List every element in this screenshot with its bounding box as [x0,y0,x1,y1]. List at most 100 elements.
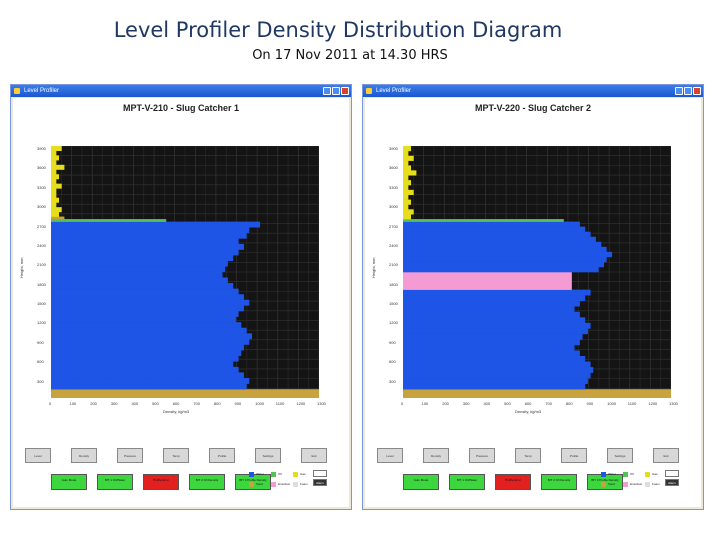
profile-error-button[interactable]: Profile Error [495,474,531,490]
exit-button[interactable]: Exit [653,448,679,463]
density-bar-gas [51,146,62,152]
density-bar-water [51,243,244,250]
legend-swatch-foam [645,482,650,487]
legend-label-water: Water [608,472,616,476]
density-bar-gas [51,188,57,194]
status-button-row: Auto Mode BIT 1 Oil/Water Profile Error … [373,474,703,492]
legend: Water Oil Gas Sand Emulsion Foam Alarm [249,470,329,496]
maximize-button[interactable] [332,87,340,95]
density-bar-water [403,256,607,263]
app-icon [14,88,20,94]
level-button[interactable]: Level [25,448,51,463]
x-tick-label: 600 [172,401,180,406]
density-bar-water [403,333,583,340]
density-button[interactable]: Density [423,448,449,463]
minimize-button[interactable] [675,87,683,95]
profile-button[interactable]: Profile [561,448,587,463]
x-tick-label: 1100 [275,401,285,406]
bit2-button[interactable]: BIT 2 Oil Density [189,474,225,490]
close-button[interactable] [341,87,349,95]
alarm-box[interactable]: Alarm [665,479,679,486]
profiler-panel: MPT-V-220 - Slug Catcher 2 Height, mm 39… [365,98,701,507]
y-tick-label: 1500 [37,301,46,307]
density-bar-water [403,328,588,335]
density-bar-gas [51,155,60,161]
y-tick-label: 1800 [37,281,46,287]
exit-button[interactable]: Exit [301,448,327,463]
maximize-button[interactable] [684,87,692,95]
bit1-button[interactable]: BIT 1 Oil/Water [449,474,485,490]
window-title-bar[interactable]: Level Profiler [363,85,703,97]
density-bar-water [51,338,250,345]
density-bar-gas [403,160,409,166]
density-button[interactable]: Density [71,448,97,463]
density-bar-water [403,322,591,329]
y-tick-label: 300 [389,378,396,384]
temp-button[interactable]: Temp [163,448,189,463]
y-tick-label: 2400 [37,242,46,248]
density-bar-water [51,366,239,373]
density-bar-water [51,383,247,390]
density-profile-svg [403,146,671,398]
x-tick-label: 200 [442,401,449,406]
density-band-sand [403,389,671,398]
pressure-button[interactable]: Pressure [469,448,495,463]
density-bar-water [51,361,234,368]
legend-label-foam: Foam [300,482,308,486]
indicator-box[interactable] [313,470,327,477]
temp-button[interactable]: Temp [515,448,541,463]
bit1-button[interactable]: BIT 1 Oil/Water [97,474,133,490]
settings-button[interactable]: Settings [255,448,281,463]
density-bar-water [51,288,239,295]
app-icon [366,88,372,94]
density-profile-svg [51,146,319,398]
density-bar-water [403,383,586,390]
density-bar-water [51,350,242,356]
x-tick-label: 0 [401,401,404,406]
close-button[interactable] [693,87,701,95]
profile-error-button[interactable]: Profile Error [143,474,179,490]
legend-swatch-emulsion [271,482,276,487]
density-bar-gas [403,189,414,196]
y-tick-label: 600 [37,359,44,365]
density-bar-water [51,372,244,379]
density-profile-plot [51,146,319,398]
level-button[interactable]: Level [377,448,403,463]
legend-label-emulsion: Emulsion [630,482,643,486]
pressure-button[interactable]: Pressure [117,448,143,463]
legend-swatch-oil [271,472,276,477]
auto-mode-button[interactable]: Auto Mode [403,474,439,490]
y-tick-label: 3000 [37,204,46,210]
bit2-button[interactable]: BIT 2 Oil Density [541,474,577,490]
density-bar-water [403,241,602,248]
indicator-box[interactable] [665,470,679,477]
minimize-button[interactable] [323,87,331,95]
x-tick-label: 400 [483,401,491,406]
density-bar-gas [403,165,412,171]
density-bar-water [51,249,239,256]
legend-label-gas: Gas [652,472,658,476]
window-title-bar[interactable]: Level Profiler [11,85,351,97]
x-tick-label: 200 [90,401,97,406]
settings-button[interactable]: Settings [607,448,633,463]
density-bar-water [403,372,591,379]
x-tick-label: 500 [152,401,159,406]
auto-mode-button[interactable]: Auto Mode [51,474,87,490]
density-bar-gas [403,194,409,200]
y-tick-label: 600 [389,359,396,365]
density-bar-gas [51,150,57,156]
density-bar-gas [403,150,409,157]
alarm-box[interactable]: Alarm [313,479,327,486]
page-subtitle: On 17 Nov 2011 at 14.30 HRS [252,48,448,63]
legend-label-water: Water [256,472,264,476]
legend-swatch-foam [293,482,298,487]
level-profiler-window-2: Level Profiler MPT-V-220 - Slug Catcher … [362,84,704,510]
x-axis-label: Density, kg/m3 [515,409,542,414]
profile-button[interactable]: Profile [209,448,235,463]
x-tick-label: 400 [131,401,139,406]
density-bar-water [403,350,580,357]
chart-title: MPT-V-210 - Slug Catcher 1 [122,103,240,113]
density-band-oil [51,219,167,222]
x-tick-label: 1000 [255,401,265,406]
y-tick-label: 3600 [37,165,46,171]
